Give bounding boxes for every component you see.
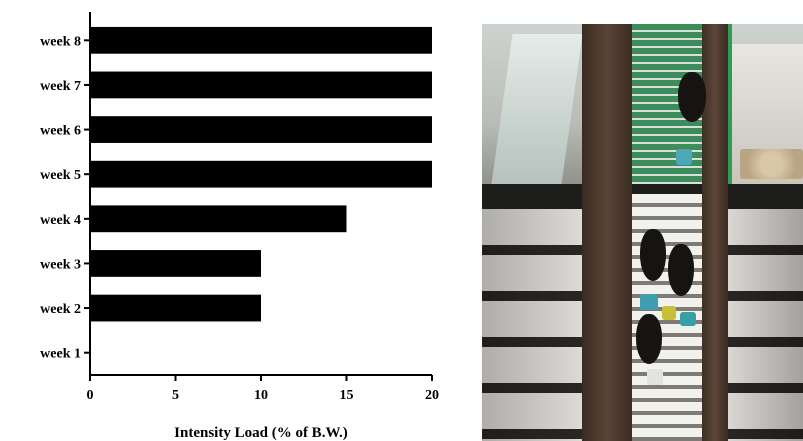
weight-clip — [680, 312, 696, 326]
weight-clip — [647, 369, 663, 385]
attached-weight — [668, 244, 694, 296]
y-tick-label: week 1 — [40, 347, 81, 362]
bar-week-2 — [90, 294, 261, 322]
x-tick-label: 15 — [340, 388, 354, 403]
y-ticks-group: week 8 week 7 week 6 week 5 week 4 week 3 week… — [40, 34, 90, 362]
x-tick-label: 0 — [87, 388, 94, 403]
bar-week-8 — [90, 26, 432, 54]
x-axis-title: Intensity Load (% of B.W.) — [174, 425, 348, 441]
y-tick-label: week 7 — [40, 79, 81, 94]
bars-group — [90, 26, 432, 322]
experimental-photo — [482, 24, 803, 441]
y-tick-label: week 8 — [40, 34, 81, 49]
bar-week-5 — [90, 160, 432, 188]
y-tick-label: week 6 — [40, 124, 81, 139]
bar-week-4 — [90, 205, 347, 233]
bar-chart: week 8 week 7 week 6 week 5 week 4 week 3 week… — [40, 12, 439, 441]
y-tick-label: week 2 — [40, 302, 81, 317]
y-tick-label: week 3 — [40, 257, 81, 272]
x-tick-label: 10 — [254, 388, 268, 403]
attached-weight — [636, 314, 662, 364]
bar-week-7 — [90, 71, 432, 99]
ladder-left-rail — [582, 24, 632, 441]
weight-clip — [640, 294, 658, 310]
bar-week-3 — [90, 250, 261, 277]
attached-weight — [640, 229, 666, 281]
weight-clip — [676, 149, 692, 165]
x-tick-label: 5 — [172, 388, 179, 403]
weight-clip — [662, 306, 676, 320]
y-tick-label: week 5 — [40, 168, 81, 183]
x-ticks-group: 0 5 10 15 20 — [87, 375, 439, 403]
photo-basket — [740, 149, 803, 179]
y-tick-label: week 4 — [40, 213, 81, 228]
chart-svg: week 8 week 7 week 6 week 5 week 4 week 3 week… — [40, 12, 439, 441]
attached-weight — [678, 72, 706, 122]
x-tick-label: 20 — [425, 388, 439, 403]
bar-week-6 — [90, 116, 432, 143]
ladder-right-rail — [702, 24, 728, 441]
